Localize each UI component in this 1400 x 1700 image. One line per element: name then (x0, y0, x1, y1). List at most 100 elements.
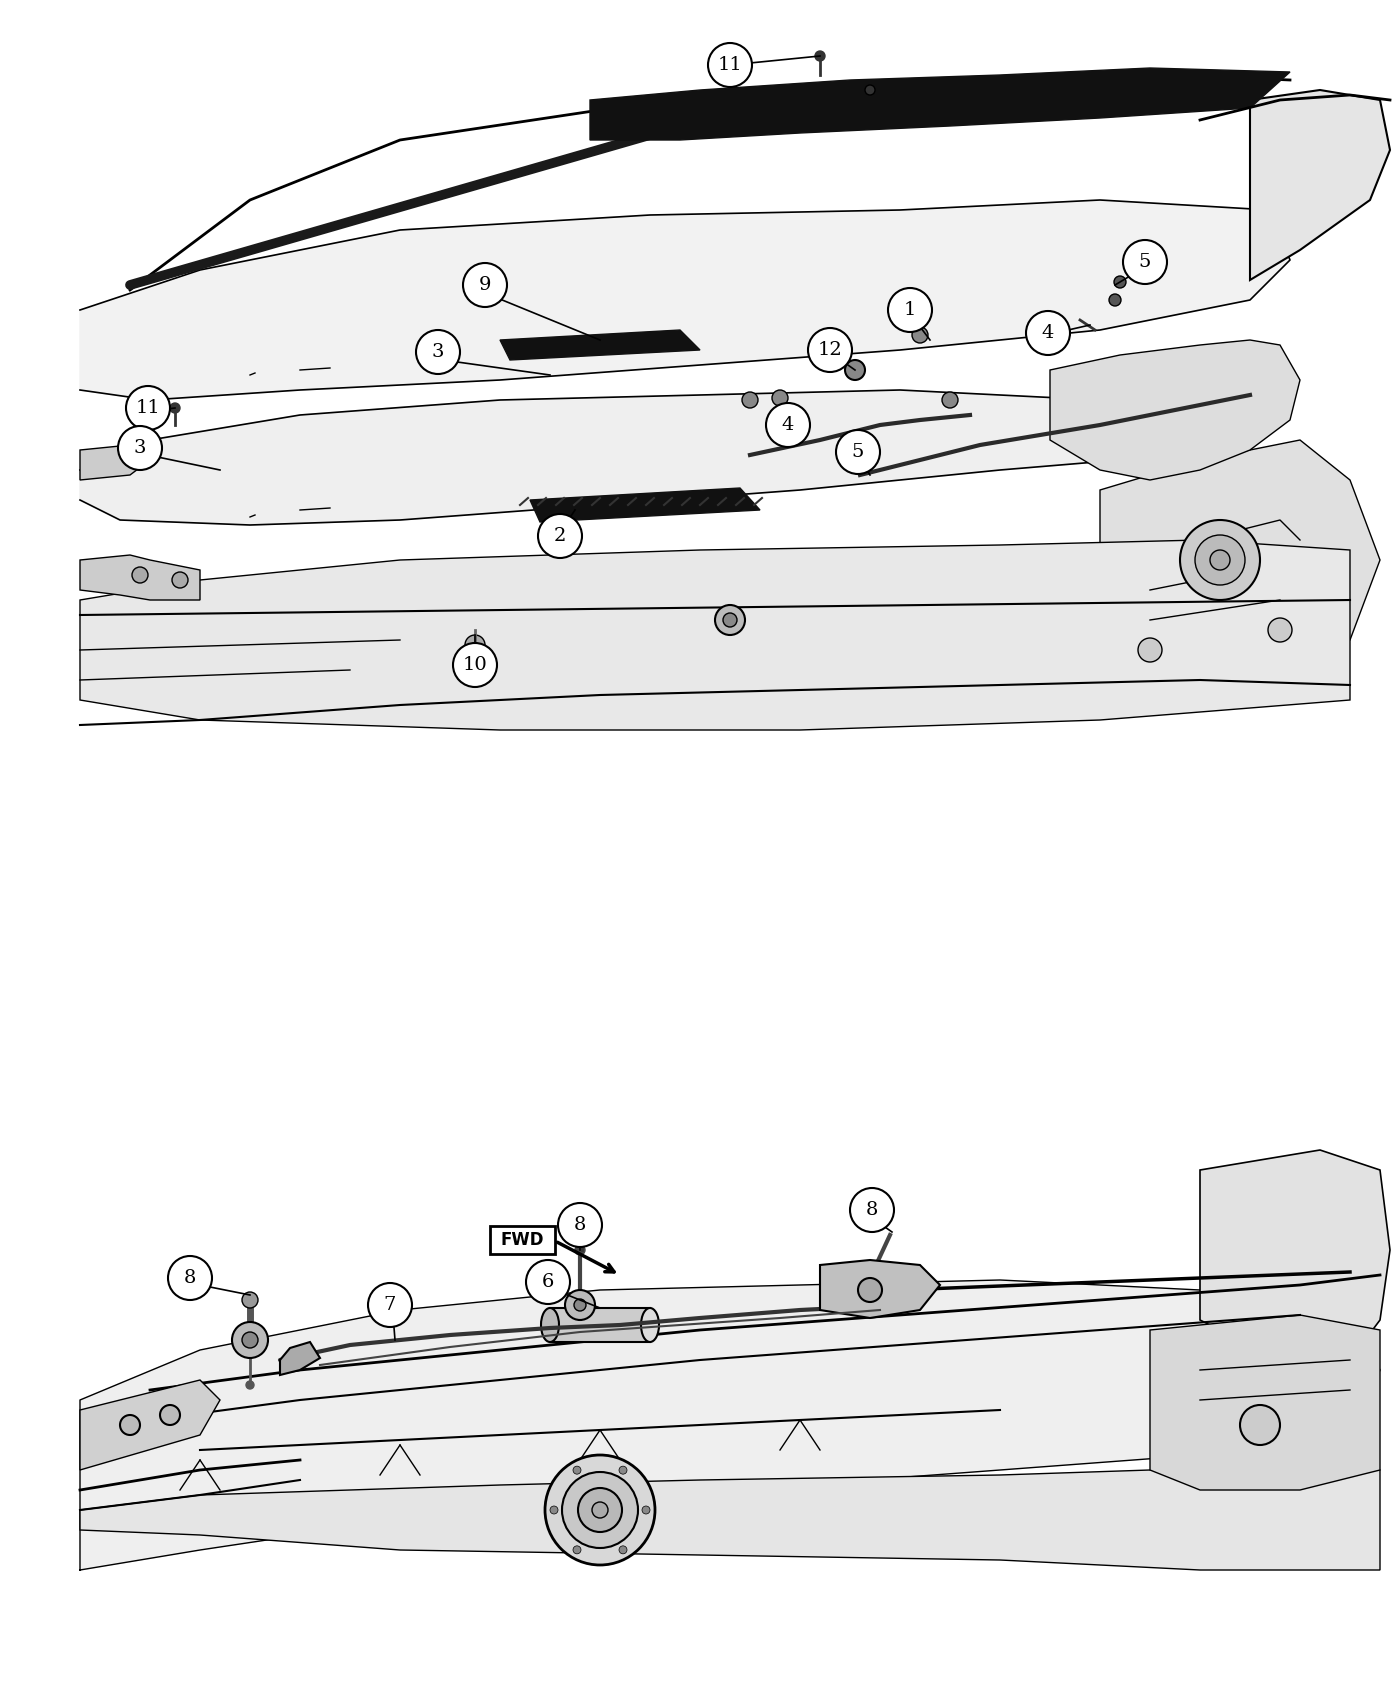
Text: 12: 12 (818, 342, 843, 359)
Polygon shape (531, 488, 760, 522)
Circle shape (246, 1380, 253, 1389)
Text: 3: 3 (134, 439, 146, 457)
Circle shape (619, 1465, 627, 1474)
Circle shape (368, 1284, 412, 1328)
Circle shape (865, 85, 875, 95)
Circle shape (742, 393, 757, 408)
Circle shape (1196, 536, 1245, 585)
Circle shape (574, 1299, 587, 1311)
Polygon shape (589, 68, 1289, 139)
Circle shape (766, 403, 811, 447)
Circle shape (232, 1323, 267, 1358)
Text: 10: 10 (462, 656, 487, 673)
Polygon shape (80, 389, 1200, 525)
Circle shape (132, 568, 148, 583)
Circle shape (850, 1188, 895, 1232)
Circle shape (573, 1545, 581, 1554)
Circle shape (242, 1292, 258, 1307)
Polygon shape (1250, 90, 1390, 280)
Text: 8: 8 (183, 1268, 196, 1287)
Circle shape (463, 264, 507, 308)
Polygon shape (1100, 440, 1380, 700)
Text: 5: 5 (851, 444, 864, 461)
Circle shape (1109, 294, 1121, 306)
Circle shape (942, 393, 958, 408)
Text: 8: 8 (865, 1200, 878, 1219)
Circle shape (566, 1290, 595, 1319)
Circle shape (1240, 1404, 1280, 1445)
Text: 4: 4 (1042, 325, 1054, 342)
Circle shape (1026, 311, 1070, 355)
Polygon shape (80, 1380, 220, 1470)
Circle shape (1138, 638, 1162, 661)
Circle shape (722, 614, 736, 627)
Polygon shape (80, 541, 1350, 729)
Circle shape (118, 427, 162, 469)
Polygon shape (80, 554, 200, 600)
Circle shape (1123, 240, 1168, 284)
Circle shape (454, 643, 497, 687)
Circle shape (550, 1506, 559, 1515)
Circle shape (888, 287, 932, 332)
Circle shape (643, 1506, 650, 1515)
Circle shape (619, 1545, 627, 1554)
Circle shape (169, 403, 181, 413)
Text: 9: 9 (479, 275, 491, 294)
Circle shape (573, 1465, 581, 1474)
Circle shape (538, 513, 582, 558)
Text: 11: 11 (718, 56, 742, 75)
Bar (550, 1307, 650, 1341)
Circle shape (465, 636, 484, 654)
Text: 2: 2 (554, 527, 566, 546)
Text: 7: 7 (384, 1295, 396, 1314)
Text: 1: 1 (904, 301, 916, 320)
Circle shape (858, 1278, 882, 1302)
Circle shape (168, 1256, 211, 1300)
Text: 6: 6 (542, 1273, 554, 1290)
Circle shape (526, 1260, 570, 1304)
Polygon shape (500, 330, 700, 360)
Text: 5: 5 (1138, 253, 1151, 270)
Polygon shape (80, 1465, 1380, 1571)
Circle shape (808, 328, 853, 372)
Polygon shape (820, 1260, 939, 1318)
Circle shape (911, 326, 928, 343)
Text: 11: 11 (136, 400, 161, 416)
Text: 4: 4 (781, 416, 794, 434)
Polygon shape (1149, 1316, 1380, 1489)
Circle shape (1210, 551, 1231, 570)
Circle shape (160, 1404, 181, 1425)
Circle shape (1114, 275, 1126, 287)
Circle shape (1268, 619, 1292, 643)
Circle shape (172, 571, 188, 588)
Polygon shape (80, 445, 150, 479)
Circle shape (578, 1488, 622, 1532)
Polygon shape (80, 1280, 1380, 1571)
FancyBboxPatch shape (490, 1226, 554, 1255)
Circle shape (771, 389, 788, 406)
Text: 3: 3 (431, 343, 444, 360)
Circle shape (126, 386, 169, 430)
Text: 8: 8 (574, 1216, 587, 1234)
Circle shape (815, 51, 825, 61)
Circle shape (708, 42, 752, 87)
Text: FWD: FWD (500, 1231, 543, 1250)
Circle shape (561, 1472, 638, 1549)
Circle shape (242, 1333, 258, 1348)
Polygon shape (1200, 1149, 1390, 1360)
Circle shape (1180, 520, 1260, 600)
Circle shape (545, 1455, 655, 1566)
Ellipse shape (540, 1307, 559, 1341)
Circle shape (416, 330, 461, 374)
Polygon shape (280, 1341, 321, 1375)
Circle shape (559, 1204, 602, 1248)
Polygon shape (1050, 340, 1301, 479)
Ellipse shape (641, 1307, 659, 1341)
Circle shape (846, 360, 865, 381)
Circle shape (836, 430, 881, 474)
Circle shape (575, 1244, 585, 1255)
Circle shape (715, 605, 745, 636)
Circle shape (592, 1503, 608, 1518)
Polygon shape (80, 201, 1289, 400)
Circle shape (120, 1414, 140, 1435)
